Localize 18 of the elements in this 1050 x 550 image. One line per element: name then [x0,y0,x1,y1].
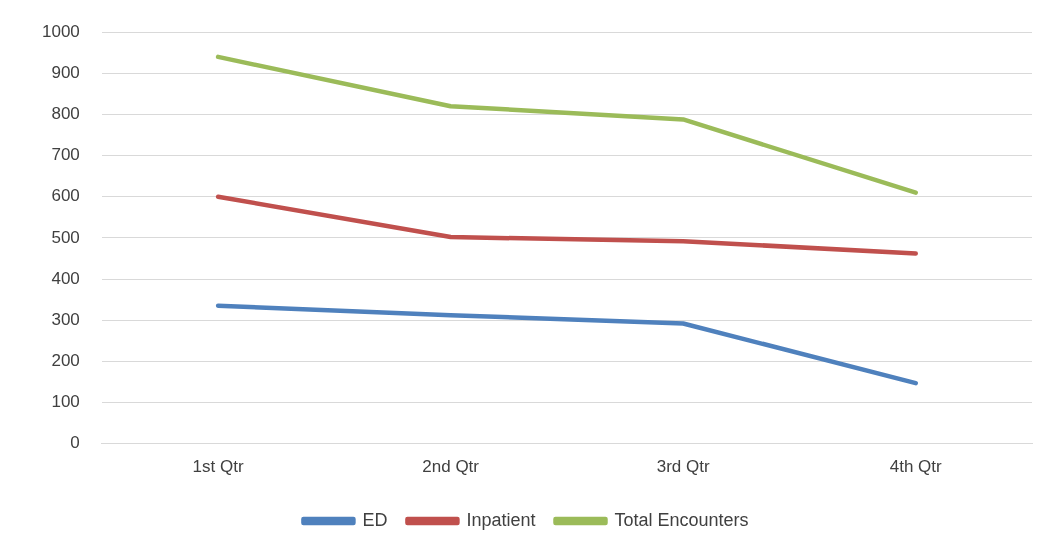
y-tick-label: 300 [51,309,80,329]
y-tick-label: 100 [51,392,80,412]
y-tick-label: 800 [51,104,80,124]
x-tick-label: 2nd Qtr [422,457,480,477]
y-tick-label: 0 [70,433,80,453]
y-tick-label: 900 [51,63,80,83]
y-tick-label: 400 [51,268,80,288]
legend-label: ED [362,509,388,530]
legend-label: Total Encounters [614,509,749,530]
x-tick-label: 1st Qtr [192,457,244,477]
y-tick-label: 600 [51,186,80,206]
legend-label: Inpatient [466,509,536,530]
x-tick-label: 4th Qtr [889,457,943,477]
y-tick-label: 1000 [41,21,80,41]
y-tick-label: 500 [51,227,80,247]
y-tick-label: 700 [51,145,80,165]
y-tick-label: 200 [51,351,80,371]
x-tick-label: 3rd Qtr [656,457,710,477]
